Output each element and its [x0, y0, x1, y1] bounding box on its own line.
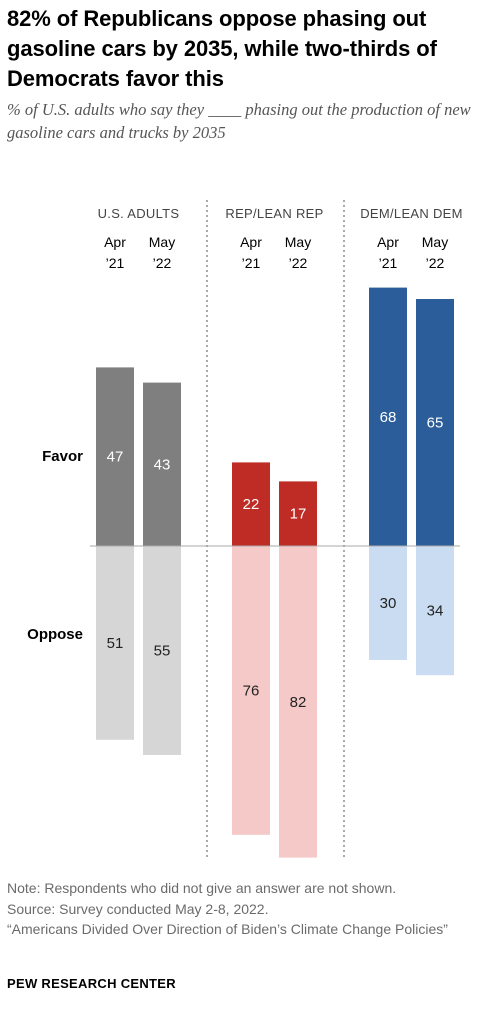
period-label: ’21 [106, 255, 125, 271]
favor-value-label: 68 [380, 409, 397, 426]
oppose-value-label: 51 [107, 635, 124, 652]
oppose-value-label: 82 [290, 694, 307, 711]
group-label: REP/LEAN REP [225, 206, 323, 221]
row-label-oppose: Oppose [27, 626, 83, 643]
source-text: Source: Survey conducted May 2-8, 2022. [7, 900, 269, 917]
favor-value-label: 65 [427, 415, 444, 432]
period-label: Apr [377, 234, 399, 250]
period-label: May [149, 234, 175, 250]
period-label: Apr [104, 234, 126, 250]
favor-value-label: 17 [290, 506, 307, 523]
favor-bar [416, 299, 454, 546]
favor-bar [143, 382, 181, 546]
period-label: ’21 [379, 255, 398, 271]
favor-value-label: 47 [107, 449, 124, 466]
oppose-bar [279, 546, 317, 858]
oppose-bar [143, 546, 181, 755]
favor-value-label: 22 [243, 496, 260, 513]
oppose-value-label: 34 [427, 603, 444, 620]
chart: Favor Oppose U.S. ADULTS Apr ’21 47 51 May ’22 43… [27, 200, 463, 860]
period-label: ’22 [426, 255, 445, 271]
period-label: Apr [240, 234, 262, 250]
notes: Note: Respondents who did not give an an… [7, 878, 487, 940]
favor-bar [369, 287, 407, 546]
period-label: ’21 [242, 255, 261, 271]
favor-bar [232, 462, 270, 546]
chart-subtitle: % of U.S. adults who say they ____ phasi… [7, 100, 471, 142]
oppose-value-label: 30 [380, 595, 397, 612]
chart-title: 82% of Republicans oppose phasing out ga… [7, 6, 437, 91]
oppose-value-label: 76 [243, 682, 260, 699]
period-label: ’22 [153, 255, 172, 271]
oppose-value-label: 55 [154, 643, 171, 660]
oppose-bar [416, 546, 454, 676]
group-label: U.S. ADULTS [98, 206, 180, 221]
row-label-favor: Favor [42, 448, 83, 465]
note-text: Note: Respondents who did not give an an… [7, 880, 397, 896]
report-title: “Americans Divided Over Direction of Bid… [7, 921, 448, 937]
oppose-bar [232, 546, 270, 835]
period-label: ’22 [289, 255, 308, 271]
oppose-bar [369, 546, 407, 660]
oppose-bar [96, 546, 134, 740]
favor-bar [96, 367, 134, 546]
group-label: DEM/LEAN DEM [360, 206, 463, 221]
period-label: May [422, 234, 448, 250]
favor-bar [279, 481, 317, 546]
period-label: May [285, 234, 311, 250]
org-name: PEW RESEARCH CENTER [7, 976, 176, 991]
favor-value-label: 43 [154, 456, 171, 473]
